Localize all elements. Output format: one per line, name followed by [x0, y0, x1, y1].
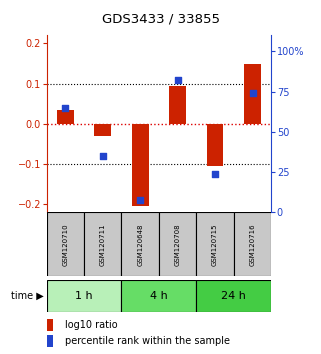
Point: [100, 153, 105, 159]
Bar: [47, 335, 53, 347]
Text: GSM120710: GSM120710: [62, 223, 68, 266]
Bar: [94, 124, 111, 136]
Bar: [57, 110, 74, 124]
Text: time ▶: time ▶: [11, 291, 43, 301]
Bar: [84, 212, 121, 276]
Bar: [132, 124, 149, 206]
Bar: [159, 212, 196, 276]
Bar: [196, 280, 271, 312]
Text: log10 ratio: log10 ratio: [65, 320, 117, 330]
Bar: [207, 124, 223, 166]
Bar: [234, 212, 271, 276]
Bar: [47, 319, 53, 331]
Bar: [47, 212, 84, 276]
Text: 4 h: 4 h: [150, 291, 168, 301]
Bar: [47, 280, 121, 312]
Point: [250, 91, 255, 96]
Text: GSM120715: GSM120715: [212, 223, 218, 266]
Point: [138, 197, 143, 202]
Bar: [169, 86, 186, 124]
Bar: [244, 64, 261, 124]
Point: [213, 171, 218, 177]
Text: GDS3433 / 33855: GDS3433 / 33855: [101, 12, 220, 25]
Bar: [121, 212, 159, 276]
Text: percentile rank within the sample: percentile rank within the sample: [65, 336, 230, 346]
Text: GSM120716: GSM120716: [249, 223, 256, 266]
Text: GSM120711: GSM120711: [100, 223, 106, 266]
Bar: [121, 280, 196, 312]
Point: [63, 105, 68, 111]
Bar: [196, 212, 234, 276]
Text: GSM120708: GSM120708: [175, 223, 181, 266]
Text: GSM120648: GSM120648: [137, 223, 143, 266]
Point: [175, 78, 180, 83]
Text: 1 h: 1 h: [75, 291, 93, 301]
Text: 24 h: 24 h: [221, 291, 246, 301]
